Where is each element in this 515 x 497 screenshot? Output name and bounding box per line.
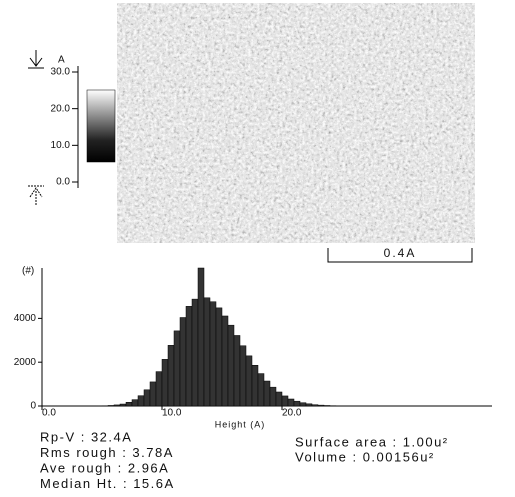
bar	[209, 301, 217, 407]
afm-image	[117, 3, 475, 243]
arrow-bottom	[28, 185, 44, 205]
bar	[221, 315, 229, 407]
color-unit: A	[58, 55, 65, 66]
bar	[257, 373, 265, 407]
stat-text: Rp-V : 32.4A	[40, 429, 132, 444]
stat-text: Surface area : 1.00u²	[295, 434, 449, 449]
x-tick-label: 20.0	[282, 408, 302, 419]
bar	[311, 404, 319, 407]
x-tick-label: 0.0	[42, 408, 56, 419]
bar	[305, 403, 313, 407]
bar	[107, 405, 115, 407]
bar	[287, 398, 295, 407]
bar	[137, 395, 145, 407]
stat-text: Median Ht. : 15.6A	[40, 476, 175, 491]
bar	[143, 389, 151, 407]
stat-text: Volume : 0.00156u²	[295, 449, 435, 464]
bar	[269, 386, 277, 407]
bar	[263, 380, 271, 407]
bar	[317, 404, 325, 407]
bar	[185, 306, 193, 407]
color-tick-label: 10.0	[51, 140, 71, 151]
x-tick-label: 10.0	[162, 408, 182, 419]
bar	[155, 371, 163, 407]
bar	[293, 400, 301, 407]
bar	[251, 365, 259, 407]
bar	[215, 307, 223, 407]
bar	[125, 402, 133, 407]
scale-bar-label: 0.4A	[384, 246, 417, 260]
y-axis-label: (#)	[22, 266, 34, 277]
arrow-top	[28, 50, 44, 69]
bar	[149, 381, 157, 407]
stat-text: Ave rough : 2.96A	[40, 460, 169, 475]
bar	[191, 298, 199, 407]
bar	[323, 405, 331, 407]
bar	[275, 391, 283, 407]
bar	[299, 402, 307, 407]
color-tick-label: 0.0	[56, 177, 70, 188]
bar	[131, 399, 139, 407]
color-scale	[86, 89, 116, 163]
color-tick-label: 20.0	[51, 103, 71, 114]
y-tick-label: 4000	[14, 313, 37, 324]
bar	[113, 404, 121, 407]
y-tick-label: 0	[30, 401, 36, 412]
bar	[227, 324, 235, 407]
color-tick-label: 30.0	[51, 67, 71, 78]
stat-text: Rms rough : 3.78A	[40, 445, 174, 460]
bar	[203, 297, 211, 407]
x-axis-label: Height (A)	[215, 419, 266, 429]
bar	[119, 403, 127, 407]
bar	[161, 359, 169, 407]
bar	[281, 395, 289, 407]
scale-bar	[327, 248, 473, 263]
bar	[179, 317, 187, 407]
bar	[239, 345, 247, 407]
bar	[233, 335, 241, 407]
bar	[197, 267, 205, 407]
bar	[167, 345, 175, 407]
bar	[173, 330, 181, 407]
bar	[245, 355, 253, 407]
y-tick-label: 2000	[14, 357, 37, 368]
